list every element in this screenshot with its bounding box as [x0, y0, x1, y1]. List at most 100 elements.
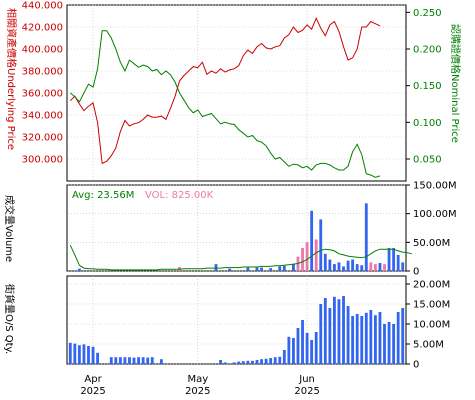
- outstanding-bar: [396, 312, 400, 364]
- volume-bar: [77, 268, 81, 271]
- outstanding-bar: [246, 360, 250, 364]
- underlying-price-line: [69, 16, 381, 165]
- volume-bar: [255, 267, 259, 271]
- nominal-tick-label: 0.100: [413, 118, 442, 129]
- volume-bar: [278, 266, 282, 271]
- x-tick-year: 2025: [294, 386, 319, 397]
- outstanding-bar: [378, 312, 382, 364]
- outstanding-bar: [351, 316, 355, 364]
- outstanding-bar: [237, 361, 241, 364]
- underlying-tick-label: 380.000: [22, 67, 63, 78]
- outstanding-bar: [123, 357, 127, 364]
- volume-bar: [396, 254, 400, 271]
- outstanding-bar: [223, 362, 227, 364]
- outstanding-bar: [255, 360, 259, 364]
- outstanding-bar: [287, 336, 291, 364]
- volume-bar: [314, 239, 318, 271]
- underlying-tick-label: 360.000: [22, 89, 63, 100]
- outstanding-tick-label: 10.00M: [413, 320, 450, 331]
- volume-bar: [369, 262, 373, 271]
- x-tick-month: Jun: [298, 374, 315, 385]
- volume-bar: [346, 260, 350, 271]
- volume-bar: [342, 266, 345, 271]
- volume-bar: [351, 259, 355, 271]
- outstanding-bar: [319, 304, 323, 364]
- outstanding-bar: [219, 360, 222, 364]
- outstanding-bar: [364, 312, 368, 364]
- outstanding-bar: [301, 320, 304, 364]
- volume-bar: [392, 248, 396, 271]
- outstanding-bar: [355, 314, 359, 364]
- outstanding-bar: [77, 345, 81, 364]
- tick-labels: Apr2025May2025Jun2025300.000320.000340.0…: [22, 1, 457, 398]
- outstanding-panel-frame: [66, 275, 407, 365]
- outstanding-bar: [273, 357, 277, 364]
- volume-bar: [228, 268, 232, 271]
- outstanding-bar: [241, 361, 245, 364]
- outstanding-bar: [278, 356, 282, 364]
- volume-bar: [337, 262, 341, 271]
- outstanding-bar: [323, 298, 327, 364]
- outstanding-bar: [159, 359, 163, 364]
- outstanding-bar: [373, 315, 377, 364]
- outstanding-bar: [96, 352, 100, 364]
- outstanding-bar: [387, 322, 391, 364]
- outstanding-bar: [305, 332, 309, 364]
- outstanding-bar: [392, 324, 396, 364]
- volume-bar: [301, 248, 304, 271]
- volume-bar: [364, 203, 368, 271]
- volume-bar: [333, 264, 336, 271]
- underlying-tick-label: 340.000: [22, 111, 63, 122]
- outstanding-bar: [337, 299, 341, 364]
- outstanding-bar: [150, 357, 154, 364]
- volume-bar: [323, 253, 327, 271]
- nominal-tick-label: 0.250: [413, 8, 442, 19]
- outstanding-bar: [137, 357, 140, 364]
- volume-bar: [383, 264, 386, 271]
- volume-bar: [387, 248, 391, 271]
- x-tick-month: May: [187, 374, 208, 385]
- x-tick-month: Apr: [84, 374, 102, 385]
- outstanding-bar: [369, 310, 373, 364]
- underlying-tick-label: 400.000: [22, 45, 63, 56]
- volume-bar: [360, 265, 364, 271]
- outstanding-bar: [342, 296, 345, 364]
- outstanding-bar: [383, 324, 386, 364]
- volume-bar: [373, 264, 377, 271]
- outstanding-bar: [87, 346, 90, 364]
- volume-avg-legend: Avg: 23.56M: [72, 190, 134, 201]
- outstanding-bar: [282, 350, 286, 364]
- volume-average-line: [69, 244, 412, 271]
- x-tick-year: 2025: [80, 386, 105, 397]
- volume-bar: [282, 265, 286, 271]
- outstanding-bar: [333, 296, 336, 364]
- volume-bar: [310, 210, 314, 271]
- volume-tick-label: 100.00M: [413, 209, 457, 220]
- volume-bar: [305, 242, 309, 271]
- outstanding-tick-label: 0: [413, 360, 419, 371]
- outstanding-bar: [260, 359, 263, 364]
- underlying-tick-label: 440.000: [22, 1, 63, 12]
- outstanding-bar: [146, 357, 150, 364]
- volume-bar: [292, 264, 295, 271]
- outstanding-bar: [296, 328, 300, 364]
- volume-bar: [355, 264, 359, 271]
- volume-tick-label: 50.00M: [413, 238, 450, 249]
- volume-tick-label: 0: [413, 267, 419, 278]
- outstanding-bar: [310, 340, 314, 364]
- volume-bar: [378, 262, 382, 271]
- nominal-tick-label: 0.200: [413, 45, 442, 56]
- outstanding-tick-label: 5.00M: [413, 340, 444, 351]
- outstanding-bar: [68, 342, 72, 364]
- outstanding-bar: [401, 308, 405, 364]
- outstanding-tick-label: 20.00M: [413, 280, 450, 291]
- outstanding-bar: [264, 358, 268, 364]
- outstanding-bar: [118, 357, 122, 364]
- volume-vol-legend: VOL: 825.00K: [145, 190, 214, 201]
- outstanding-bar: [346, 306, 350, 364]
- outstanding-bars: [68, 296, 405, 364]
- outstanding-bar: [328, 308, 332, 364]
- outstanding-bar: [73, 343, 77, 364]
- outstanding-bar: [269, 358, 273, 364]
